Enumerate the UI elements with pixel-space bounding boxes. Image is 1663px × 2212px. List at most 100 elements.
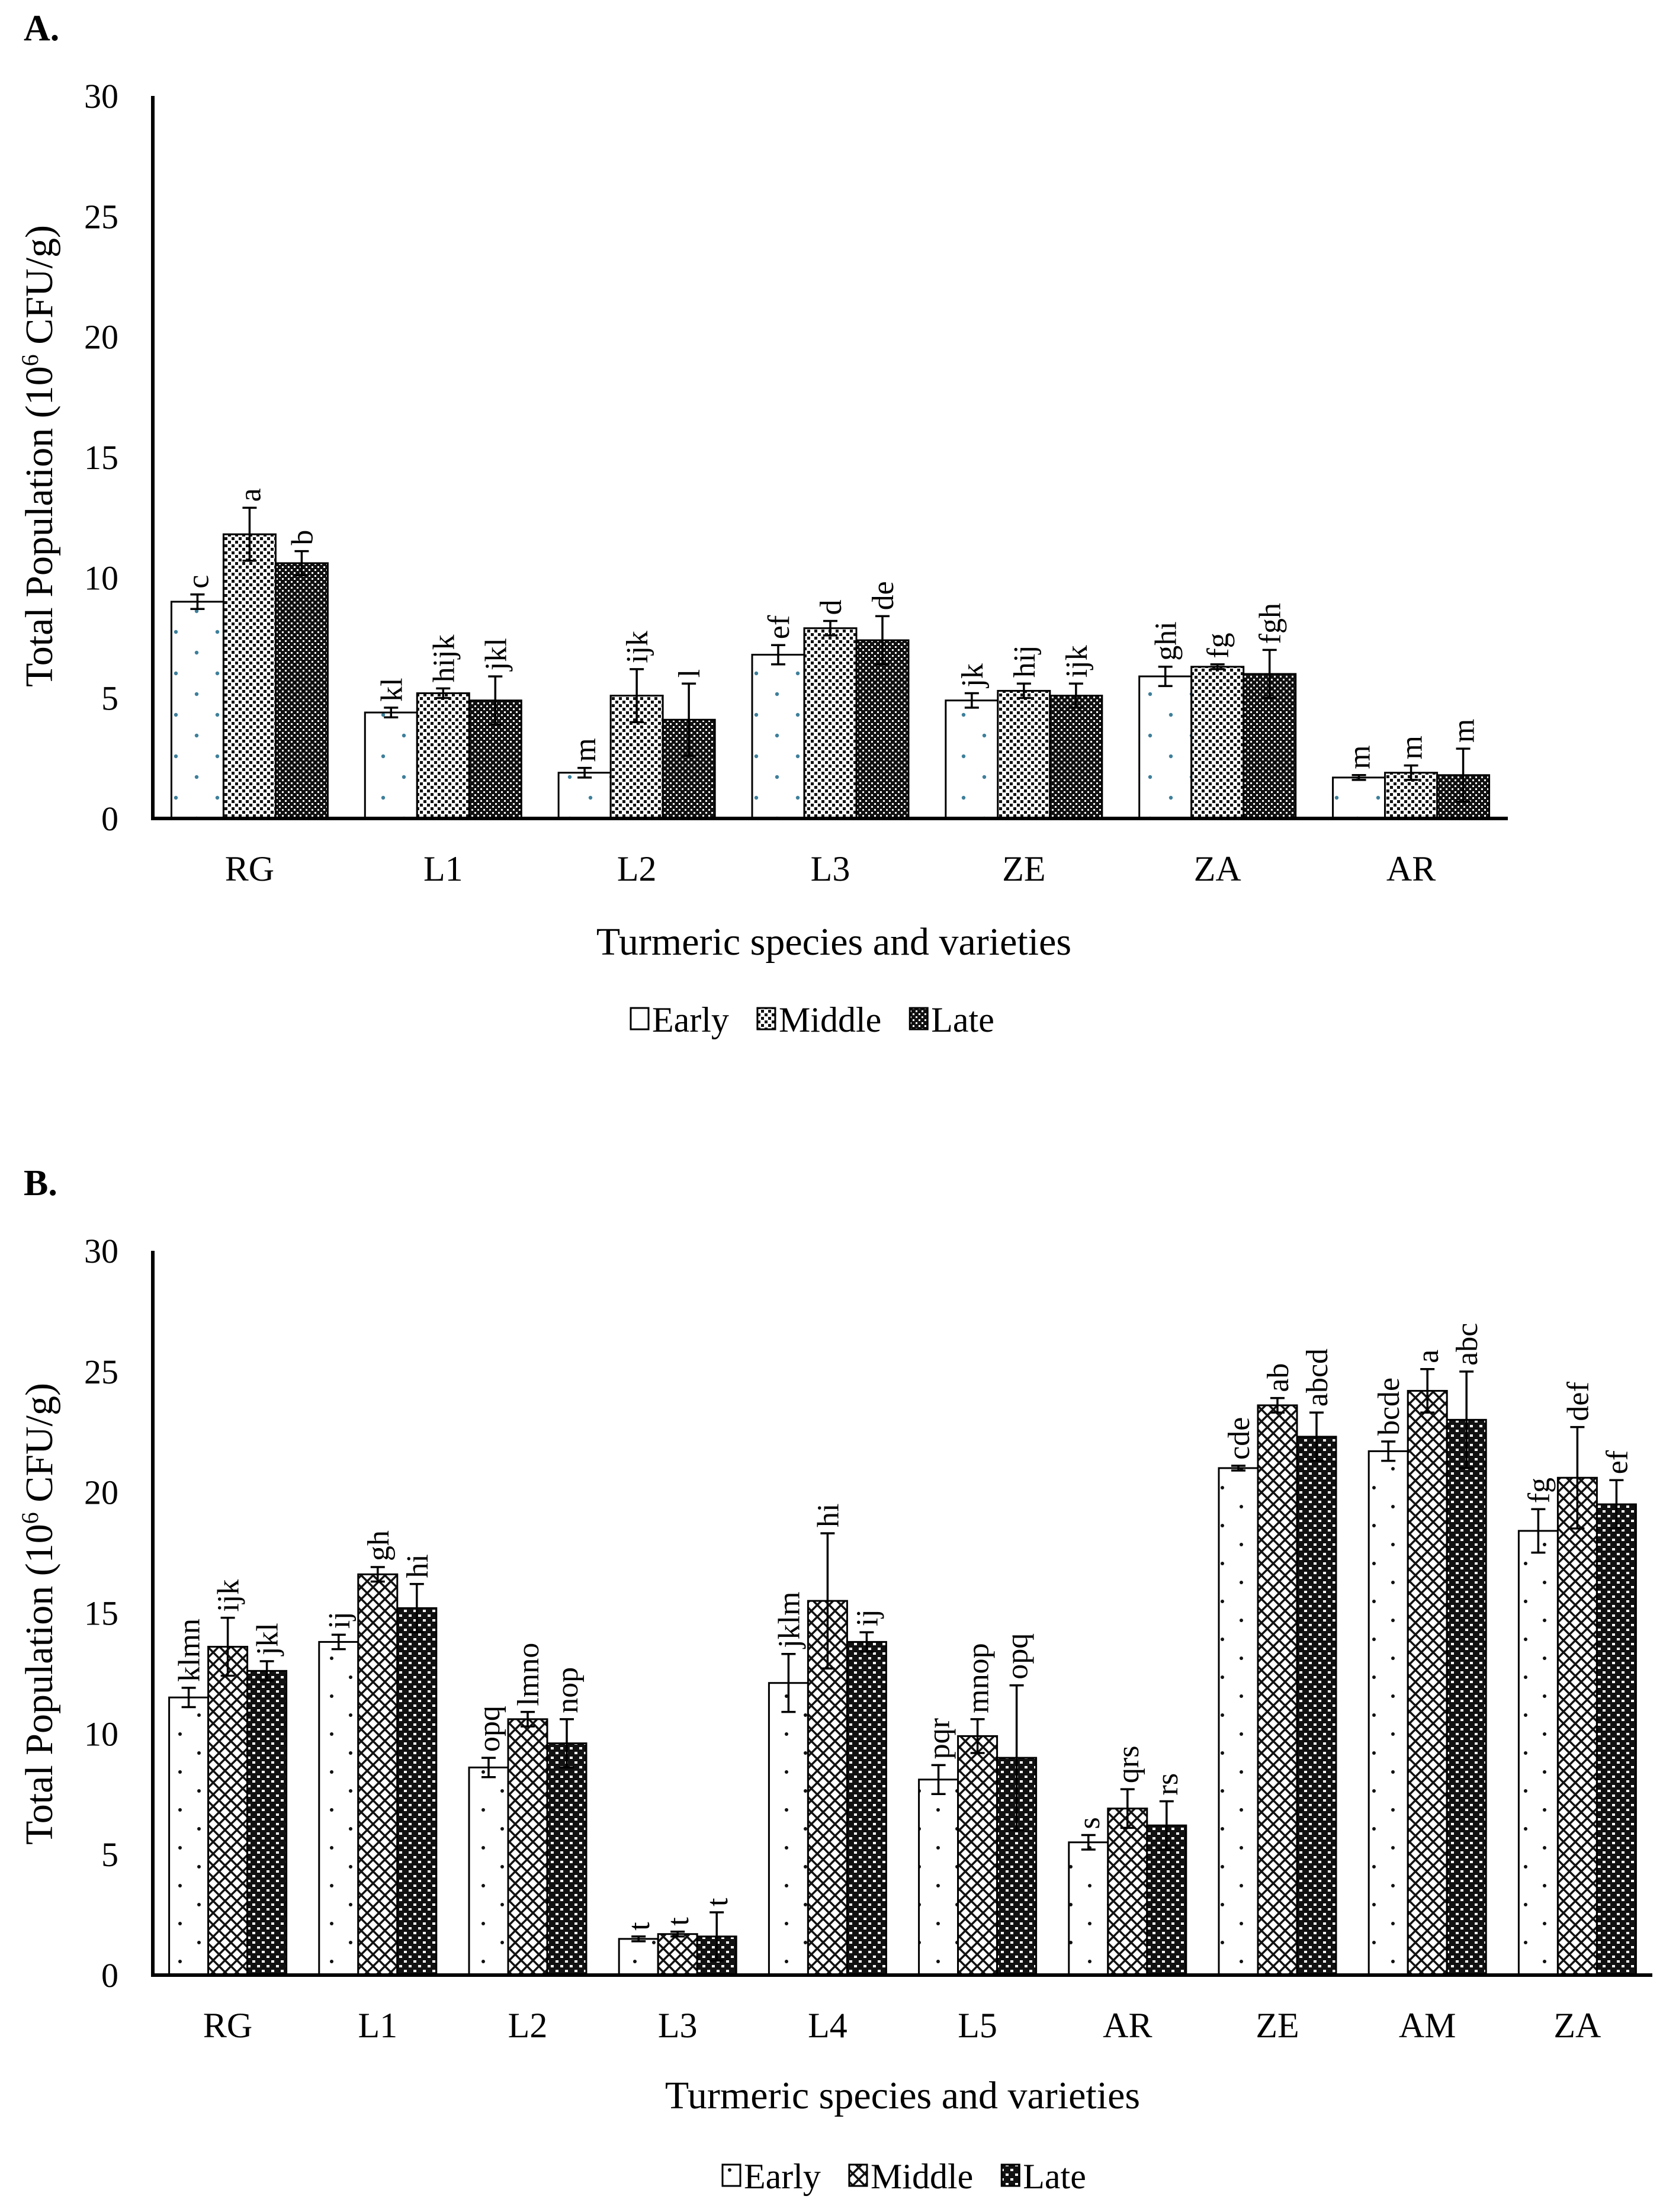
significance-letter: m: [1447, 719, 1481, 743]
y-tick-label: 15: [84, 1594, 118, 1633]
y-tick-label: 0: [101, 1956, 118, 1995]
significance-letter: m: [1395, 736, 1429, 759]
error-bar: [1210, 663, 1225, 670]
legend-swatch: [908, 1007, 929, 1030]
significance-letter: ijk: [212, 1579, 246, 1612]
x-tick-label: ZA: [1194, 849, 1241, 888]
significance-letter: ijk: [1060, 645, 1094, 678]
significance-letter: a: [233, 488, 267, 502]
error-bar: [1262, 648, 1277, 699]
significance-letter: cde: [1222, 1417, 1256, 1460]
significance-letter: opq: [473, 1706, 506, 1752]
legend-item: Middle: [848, 2157, 973, 2196]
significance-letter: fgh: [1254, 603, 1288, 644]
legend: Early Middle Late: [721, 2157, 1086, 2196]
significance-letter: kl: [375, 678, 409, 701]
legend: Early Middle Late: [630, 1000, 994, 1039]
error-bar: [709, 1911, 724, 1962]
y-tick-label: 5: [101, 679, 118, 718]
x-tick-label: L3: [811, 849, 850, 888]
error-bar: [670, 1930, 685, 1938]
bar: [507, 1718, 548, 1976]
significance-letter: qrs: [1112, 1746, 1145, 1784]
significance-letter: s: [1073, 1817, 1106, 1829]
y-tick-label: 10: [84, 558, 118, 597]
bar: [957, 1735, 999, 1976]
error-bar: [1351, 774, 1366, 781]
error-bar: [931, 1764, 946, 1795]
chart-panel-b: B. Total Population (106 CFU/g) 0 5 10 15 20…: [17, 1163, 1652, 2196]
significance-letter: hijk: [427, 634, 461, 682]
chart-panel-a: A. Total Population (106 CFU/g) 0 5 10 15 20…: [17, 8, 1508, 1039]
significance-letter: bcde: [1372, 1378, 1406, 1436]
x-tick-label: ZE: [1256, 2006, 1299, 2045]
bar: [1068, 1841, 1109, 1976]
error-bar: [859, 1631, 874, 1653]
y-tick-labels: 0 5 10 15 20 25 30: [84, 77, 118, 838]
bar: [168, 1696, 210, 1976]
y-tick-label: 0: [101, 800, 118, 838]
significance-letter: t: [662, 1917, 695, 1926]
bar: [1218, 1467, 1259, 1976]
panel-label: B.: [24, 1163, 57, 1203]
significance-letter: b: [285, 530, 319, 545]
bar: [1243, 673, 1297, 820]
significance-letter: m: [1343, 745, 1377, 769]
significance-letter: ijk: [621, 631, 654, 663]
bar: [274, 562, 329, 820]
significance-letter: opq: [1001, 1633, 1035, 1680]
significance-letter: ab: [1261, 1363, 1295, 1392]
significance-letter: ghi: [1150, 621, 1183, 660]
legend-swatch: [721, 2163, 741, 2187]
significance-letter: ij: [850, 1609, 884, 1626]
error-bar: [181, 1687, 196, 1709]
error-bar: [220, 1616, 235, 1677]
bar: [364, 711, 418, 820]
bar: [1446, 1418, 1487, 1976]
error-bar: [1009, 1684, 1024, 1832]
error-bar: [1068, 682, 1083, 709]
x-tick-label: ZA: [1553, 2006, 1601, 2045]
x-tick-labels: RG L1 L2 L3 ZE ZA AR: [225, 849, 1436, 888]
significance-letter: nop: [551, 1667, 585, 1713]
legend-item: Middle: [756, 1000, 881, 1039]
error-bar: [970, 1718, 985, 1754]
bar: [618, 1938, 659, 1976]
error-bar: [1456, 747, 1471, 803]
y-tick-label: 30: [84, 1232, 118, 1270]
legend-swatch: [1000, 2163, 1020, 2187]
significance-letter: c: [181, 575, 215, 589]
significance-letter: fg: [1202, 633, 1235, 658]
error-bars: [190, 506, 1471, 803]
significance-letter: a: [1411, 1350, 1445, 1363]
error-bar: [560, 1718, 574, 1769]
error-bar: [1159, 1800, 1174, 1851]
legend-swatch: [630, 1007, 650, 1030]
bar: [657, 1933, 698, 1976]
bar: [1257, 1404, 1298, 1976]
bar: [557, 772, 612, 820]
bar: [1138, 675, 1193, 820]
legend-label: Middle: [871, 2157, 973, 2196]
x-tick-label: L3: [658, 2006, 698, 2045]
error-bar: [242, 506, 257, 562]
error-bar: [331, 1633, 346, 1651]
bar: [945, 699, 999, 820]
bar: [170, 601, 224, 820]
significance-letter: l: [673, 669, 707, 678]
x-tick-label: RG: [225, 849, 274, 888]
error-bar: [481, 1757, 496, 1778]
significance-letter: gh: [362, 1530, 396, 1561]
error-bar: [631, 1935, 646, 1943]
significance-letter: abc: [1450, 1323, 1484, 1366]
error-bar: [823, 619, 837, 637]
significance-letter: de: [866, 581, 900, 610]
legend-label: Late: [931, 1000, 994, 1039]
bar: [1367, 1450, 1409, 1976]
significance-letter: jkl: [479, 638, 513, 672]
y-tick-label: 30: [84, 77, 118, 115]
bar: [751, 653, 805, 820]
x-tick-label: L2: [617, 849, 657, 888]
